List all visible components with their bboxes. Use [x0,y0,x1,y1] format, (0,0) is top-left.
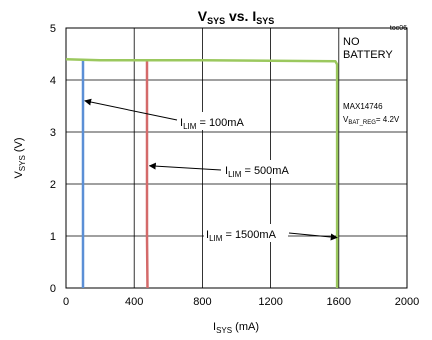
annotation-ilim-100-label: ILIM = 100mA [180,117,244,131]
y-axis-label: VSYS (V) [13,137,27,178]
annotation-ilim-500: ILIM = 500mA [148,160,295,179]
x-tick-label: 2000 [395,296,419,308]
annotation-ilim-500-arrow [148,162,222,171]
y-tick-label: 3 [50,127,56,139]
y-tick-label: 0 [50,283,56,295]
no-battery-line1: NO [343,36,360,48]
x-tick-label: 1600 [327,296,351,308]
y-tick-label: 5 [50,23,56,35]
x-tick-label: 400 [125,296,143,308]
annotation-ilim-100: ILIM = 100mA [84,98,252,131]
annotation-ilim-1500-arrow [288,232,338,241]
annotation-ilim-1500: ILIM = 1500mA [204,224,338,243]
x-tick-label: 800 [193,296,211,308]
grid [66,28,407,288]
y-tick-label: 4 [50,75,56,87]
annotation-ilim-500-label: ILIM = 500mA [225,165,289,179]
part-number: MAX14746 [343,102,383,111]
annotation-ilim-1500-label: ILIM = 1500mA [206,229,277,243]
tick-labels: 0 400 800 1200 1600 2000 0 1 2 3 4 5 [50,23,419,308]
x-axis-label: ISYS (mA) [213,321,259,335]
series-line-3 [65,57,339,288]
vbat-reg-label: VBAT_REG= 4.2V [343,115,400,126]
plot-frame [65,27,408,289]
y-tick-label: 1 [50,231,56,243]
series-line-2 [145,60,149,289]
series-lines [65,57,339,289]
x-tick-label: 0 [63,296,69,308]
no-battery-line2: BATTERY [343,49,393,61]
y-tick-label: 2 [50,179,56,191]
annotation-ilim-100-arrow [84,98,178,121]
x-tick-label: 1200 [258,296,282,308]
chart-title: VSYS vs. ISYS [198,8,275,26]
